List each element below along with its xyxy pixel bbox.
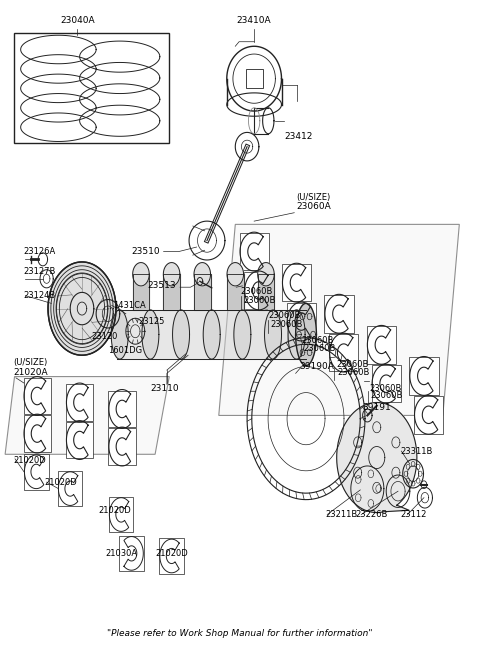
Text: 23311B: 23311B [400, 447, 433, 455]
Text: 1431CA: 1431CA [113, 301, 145, 310]
Polygon shape [132, 274, 149, 310]
Bar [66, 384, 93, 420]
Polygon shape [288, 310, 305, 359]
Polygon shape [48, 262, 116, 355]
Text: 23110: 23110 [150, 384, 179, 394]
Polygon shape [194, 262, 211, 286]
Text: 23412: 23412 [285, 133, 313, 142]
Bar [372, 365, 401, 403]
Polygon shape [264, 310, 281, 359]
Polygon shape [194, 274, 211, 310]
Bar [329, 334, 359, 371]
Text: 23410A: 23410A [237, 16, 272, 25]
Bar [159, 538, 184, 574]
Text: 23226B: 23226B [356, 510, 388, 519]
Bar [414, 396, 444, 434]
Bar [244, 272, 274, 309]
Polygon shape [234, 310, 251, 359]
Polygon shape [203, 310, 220, 359]
Text: 21020D: 21020D [155, 549, 188, 558]
Bar [24, 378, 51, 414]
Text: 23060B: 23060B [240, 287, 272, 296]
Bar [287, 302, 316, 340]
Text: 21020D: 21020D [13, 457, 47, 465]
Text: 23060B: 23060B [301, 336, 334, 345]
Text: 23060B: 23060B [268, 311, 300, 320]
Polygon shape [163, 274, 180, 310]
Text: 23211B: 23211B [325, 510, 357, 519]
Bar [24, 454, 48, 489]
Polygon shape [227, 262, 243, 286]
Text: 21020D: 21020D [98, 506, 131, 515]
Polygon shape [111, 310, 128, 359]
Polygon shape [336, 403, 417, 512]
Bar [324, 295, 354, 333]
Text: 23513: 23513 [148, 281, 176, 291]
Text: 39190A: 39190A [299, 362, 334, 371]
Polygon shape [5, 377, 169, 455]
Bar [282, 264, 311, 302]
Bar [108, 428, 136, 464]
Bar [108, 391, 136, 427]
Polygon shape [258, 274, 274, 310]
Bar [24, 415, 51, 452]
Bar [66, 422, 93, 458]
Bar [240, 233, 269, 270]
Text: (U/SIZE): (U/SIZE) [297, 193, 331, 201]
Bar [58, 471, 83, 506]
Text: 23060B: 23060B [370, 391, 403, 400]
Text: 23120: 23120 [91, 332, 118, 341]
Text: 23060B: 23060B [304, 344, 336, 352]
Text: 23112: 23112 [400, 510, 427, 519]
Text: (U/SIZE): (U/SIZE) [13, 358, 48, 367]
Text: 23124B: 23124B [23, 291, 55, 300]
Text: 23060A: 23060A [297, 203, 331, 211]
Text: 23126A: 23126A [23, 247, 55, 256]
Text: 23040A: 23040A [60, 16, 95, 25]
Text: 21020A: 21020A [13, 367, 48, 377]
Text: 21030A: 21030A [106, 549, 138, 558]
Text: "Please refer to Work Shop Manual for further information": "Please refer to Work Shop Manual for fu… [107, 628, 373, 638]
Polygon shape [219, 224, 459, 415]
Polygon shape [258, 262, 274, 286]
Bar [367, 326, 396, 363]
Bar [119, 535, 144, 571]
Polygon shape [172, 310, 190, 359]
Polygon shape [296, 303, 316, 365]
Text: 23060B: 23060B [370, 384, 402, 393]
Bar [13, 33, 169, 144]
Text: 21020D: 21020D [44, 478, 77, 487]
Bar [246, 69, 263, 89]
Polygon shape [163, 262, 180, 286]
Text: 23060B: 23060B [337, 367, 370, 377]
Text: 1601DG: 1601DG [108, 346, 142, 354]
Text: 23127B: 23127B [23, 266, 55, 276]
Text: 23510: 23510 [131, 247, 160, 256]
Text: 39191: 39191 [362, 403, 391, 411]
Text: 23060B: 23060B [244, 296, 276, 304]
Text: 23060B: 23060B [271, 319, 303, 329]
Bar [409, 357, 439, 395]
Polygon shape [132, 262, 149, 286]
Text: 23060B: 23060B [336, 360, 369, 369]
Bar [109, 497, 133, 532]
Polygon shape [227, 274, 243, 310]
Polygon shape [142, 310, 159, 359]
Text: 23125: 23125 [139, 317, 165, 326]
